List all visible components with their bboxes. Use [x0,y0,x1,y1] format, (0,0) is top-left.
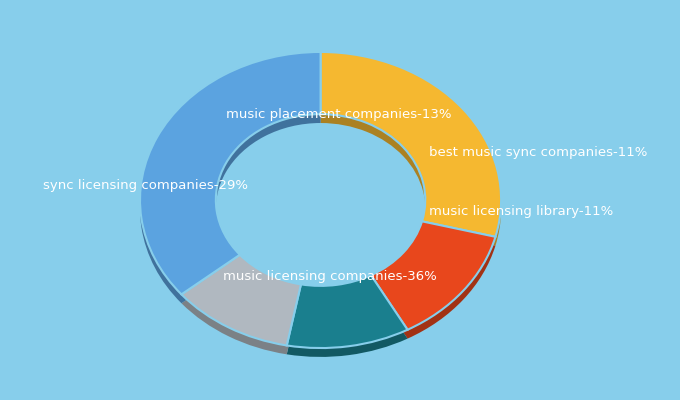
Wedge shape [287,275,407,348]
Wedge shape [182,255,301,346]
Wedge shape [182,264,301,354]
Text: music placement companies-13%: music placement companies-13% [226,108,452,121]
Wedge shape [371,230,496,339]
Text: best music sync companies-11%: best music sync companies-11% [429,146,647,159]
Wedge shape [140,61,320,303]
Text: music licensing companies-36%: music licensing companies-36% [223,270,437,284]
Wedge shape [287,284,407,357]
Text: sync licensing companies-29%: sync licensing companies-29% [44,179,248,192]
Wedge shape [320,52,501,237]
Wedge shape [320,61,501,246]
Wedge shape [371,221,496,330]
Wedge shape [140,52,320,294]
Text: music licensing library-11%: music licensing library-11% [429,205,613,218]
